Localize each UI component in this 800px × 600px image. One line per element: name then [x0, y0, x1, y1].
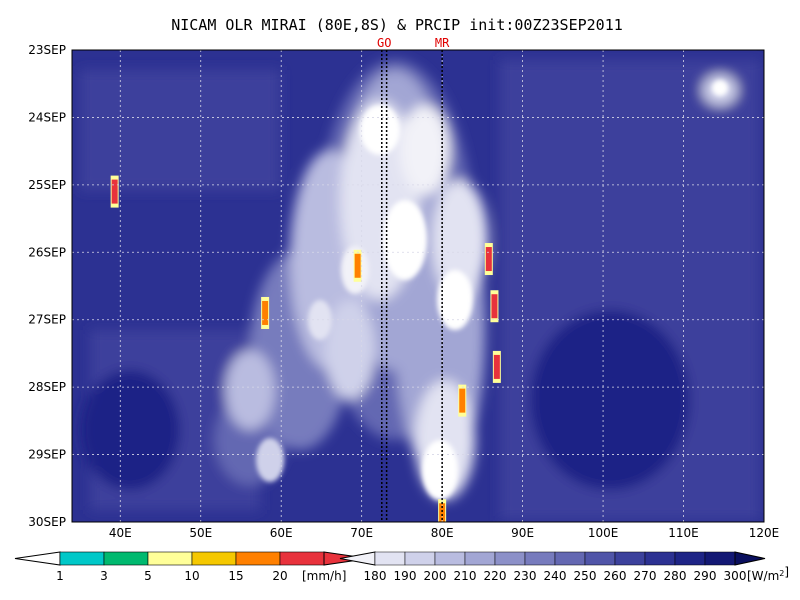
olr-field	[80, 60, 760, 520]
precip-colorbar-swatch	[59, 551, 105, 566]
olr-colorbar-label: 300	[724, 569, 747, 583]
olr-colorbar-label: 180	[364, 569, 387, 583]
olr-colorbar-swatch	[524, 551, 556, 566]
olr-colorbar-swatch	[404, 551, 436, 566]
x-tick-label: 70E	[350, 526, 373, 540]
olr-colorbar-swatch	[614, 551, 646, 566]
y-tick-label: 28SEP	[28, 380, 66, 394]
precip-cell	[485, 247, 492, 272]
olr-colorbar-label: 210	[454, 569, 477, 583]
olr-colorbar-swatch	[674, 551, 706, 566]
y-tick-label: 26SEP	[28, 245, 66, 259]
x-tick-labels: 40E 50E 60E 70E 80E 90E 100E 110E 120E	[109, 526, 779, 540]
chart-title: NICAM OLR MIRAI (80E,8S) & PRCIP init:00…	[171, 16, 623, 34]
olr-colorbar-label: 250	[574, 569, 597, 583]
reference-line-label: MR	[435, 36, 450, 50]
olr-colorbar: 180 190 200 210 220 230 240 250 260 270 280 290 300	[339, 551, 766, 583]
olr-colorbar-unit: [W/m2]	[747, 565, 789, 583]
precip-colorbar-label: 3	[100, 569, 108, 583]
precip-colorbar-swatch	[279, 551, 325, 566]
x-tick-label: 50E	[189, 526, 212, 540]
precip-cell	[493, 354, 500, 379]
olr-colorbar-label: 230	[514, 569, 537, 583]
y-tick-label: 25SEP	[28, 178, 66, 192]
y-tick-label: 24SEP	[28, 110, 66, 124]
olr-colorbar-swatch	[494, 551, 526, 566]
y-tick-label: 29SEP	[28, 448, 66, 462]
precip-colorbar-swatch	[103, 551, 149, 566]
precip-colorbar-min-arrow	[14, 551, 61, 566]
olr-colorbar-min-arrow	[339, 551, 376, 566]
y-tick-labels: 23SEP 24SEP 25SEP 26SEP 27SEP 28SEP 29SEP 30SEP	[28, 43, 66, 529]
plot-frame	[71, 49, 765, 523]
precip-cell	[439, 503, 446, 522]
plot-area	[72, 50, 764, 522]
precip-colorbar-unit: [mm/h]	[302, 569, 346, 583]
x-tick-label: 90E	[511, 526, 534, 540]
precip-colorbar-label: 1	[56, 569, 64, 583]
precip-colorbar-label: 10	[184, 569, 199, 583]
olr-colorbar-swatch	[584, 551, 616, 566]
x-tick-label: 110E	[668, 526, 699, 540]
olr-colorbar-swatch	[704, 551, 736, 566]
x-tick-label: 60E	[270, 526, 293, 540]
precip-colorbar-swatch	[235, 551, 281, 566]
x-tick-label: 100E	[588, 526, 619, 540]
y-tick-label: 27SEP	[28, 313, 66, 327]
precip-cell	[491, 294, 498, 319]
grid-lines	[72, 50, 764, 522]
x-tick-label: 120E	[749, 526, 780, 540]
precip-cell	[354, 253, 361, 278]
precip-cell	[111, 179, 118, 204]
olr-colorbar-max-arrow	[734, 551, 766, 566]
olr-colorbar-swatch	[434, 551, 466, 566]
reference-line-label: GO	[377, 36, 391, 50]
olr-colorbar-label: 290	[694, 569, 717, 583]
precip-colorbar: 1 3 5 10 15 20	[14, 551, 370, 583]
x-tick-label: 40E	[109, 526, 132, 540]
precip-colorbar-label: 20	[272, 569, 287, 583]
precip-cell	[262, 300, 269, 325]
reference-line-labels: GO MR	[377, 36, 450, 50]
olr-colorbar-swatch	[554, 551, 586, 566]
olr-colorbar-swatch	[464, 551, 496, 566]
olr-detail	[256, 80, 728, 500]
olr-colorbar-label: 260	[604, 569, 627, 583]
precip-colorbar-label: 15	[228, 569, 243, 583]
olr-colorbar-label: 280	[664, 569, 687, 583]
olr-colorbar-label: 270	[634, 569, 657, 583]
olr-colorbar-label: 190	[394, 569, 417, 583]
y-tick-label: 23SEP	[28, 43, 66, 57]
y-tick-label: 30SEP	[28, 515, 66, 529]
precip-colorbar-swatch	[191, 551, 237, 566]
precip-cell	[459, 388, 466, 413]
olr-colorbar-label: 240	[544, 569, 567, 583]
olr-colorbar-label: 200	[424, 569, 447, 583]
reference-lines	[381, 50, 443, 522]
olr-colorbar-swatch	[374, 551, 406, 566]
x-tick-label: 80E	[431, 526, 454, 540]
precip-colorbar-label: 5	[144, 569, 152, 583]
olr-colorbar-swatch	[644, 551, 676, 566]
olr-unit-exponent: 2	[779, 569, 784, 578]
precip-colorbar-swatch	[147, 551, 193, 566]
olr-colorbar-label: 220	[484, 569, 507, 583]
